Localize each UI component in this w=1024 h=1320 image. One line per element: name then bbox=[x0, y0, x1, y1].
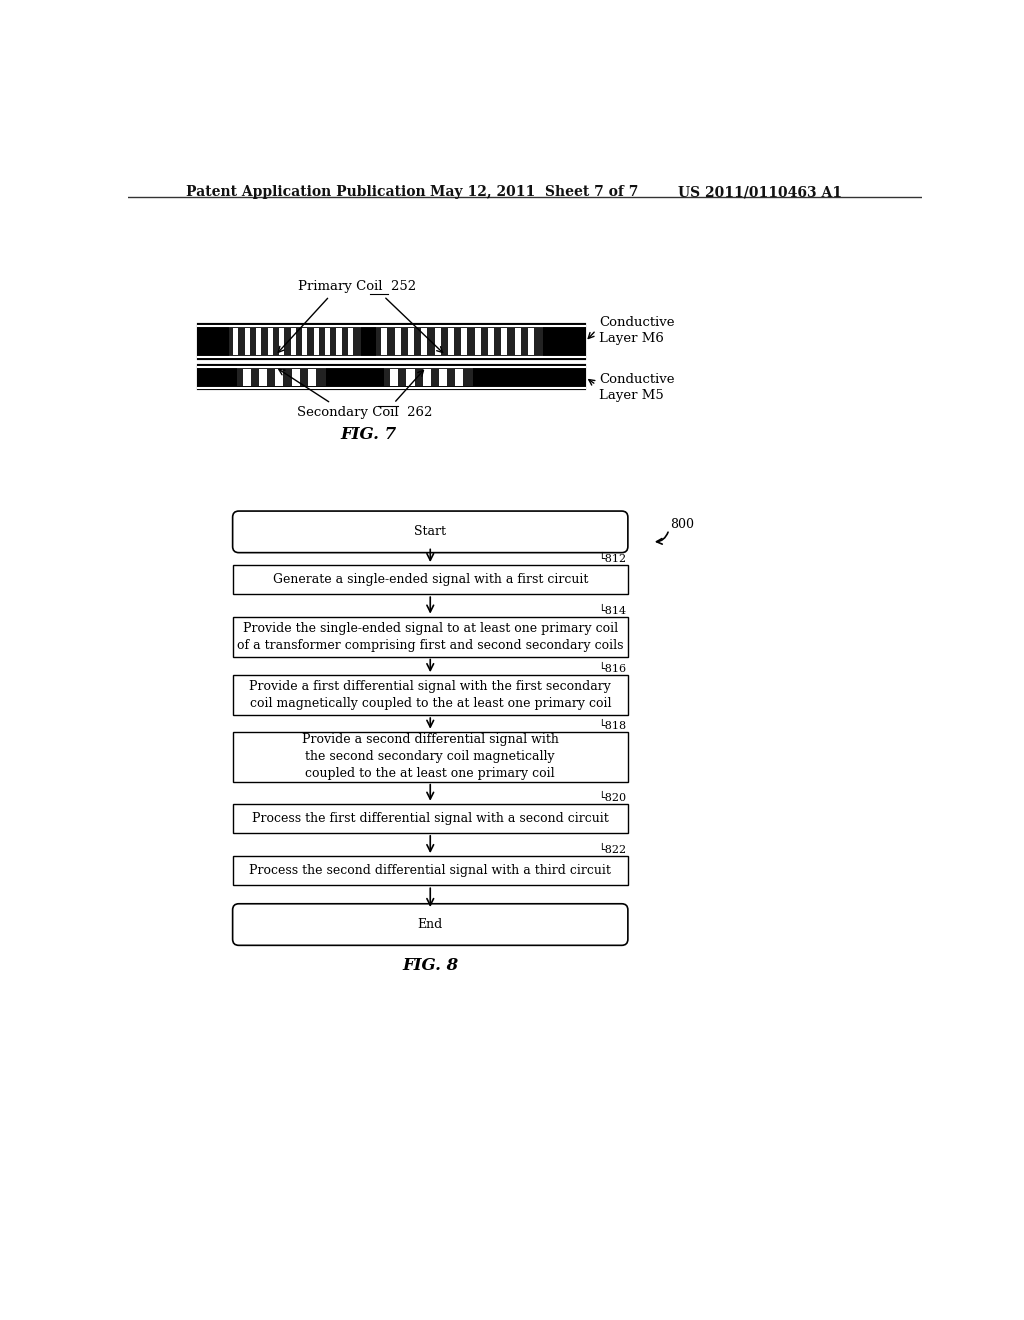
Bar bbox=[275, 368, 284, 385]
Bar bbox=[256, 327, 261, 355]
Text: └820: └820 bbox=[598, 793, 627, 803]
Text: 800: 800 bbox=[671, 517, 694, 531]
Text: US 2011/0110463 A1: US 2011/0110463 A1 bbox=[678, 185, 843, 199]
Text: Patent Application Publication: Patent Application Publication bbox=[186, 185, 426, 199]
Text: Provide the single-ended signal to at least one primary coil
of a transformer co: Provide the single-ended signal to at le… bbox=[237, 622, 624, 652]
Bar bbox=[390, 368, 398, 385]
Bar bbox=[376, 327, 543, 355]
Text: Conductive
Layer M5: Conductive Layer M5 bbox=[599, 374, 675, 403]
Bar bbox=[408, 327, 414, 355]
Text: └814: └814 bbox=[598, 606, 627, 615]
Text: └822: └822 bbox=[598, 845, 627, 855]
Bar bbox=[198, 323, 586, 359]
FancyBboxPatch shape bbox=[232, 904, 628, 945]
Bar bbox=[439, 368, 446, 385]
Text: Primary Coil  252: Primary Coil 252 bbox=[298, 280, 416, 293]
Bar bbox=[237, 368, 326, 387]
Bar bbox=[528, 327, 534, 355]
Bar bbox=[232, 804, 628, 833]
Bar bbox=[394, 327, 400, 355]
Text: Conductive
Layer M6: Conductive Layer M6 bbox=[599, 315, 675, 345]
Text: └818: └818 bbox=[598, 721, 627, 731]
Bar bbox=[434, 327, 440, 355]
Text: Provide a second differential signal with
the second secondary coil magnetically: Provide a second differential signal wit… bbox=[302, 733, 559, 780]
Bar bbox=[384, 368, 473, 387]
Bar bbox=[407, 368, 415, 385]
Text: └816: └816 bbox=[598, 664, 627, 675]
Bar bbox=[313, 327, 318, 355]
Text: Process the second differential signal with a third circuit: Process the second differential signal w… bbox=[249, 865, 611, 878]
Bar bbox=[348, 327, 353, 355]
Bar bbox=[455, 368, 463, 385]
Bar bbox=[198, 323, 586, 359]
Text: Process the first differential signal with a second circuit: Process the first differential signal wi… bbox=[252, 812, 608, 825]
Bar bbox=[502, 327, 507, 355]
Bar bbox=[325, 327, 330, 355]
Bar bbox=[232, 857, 628, 886]
Text: FIG. 8: FIG. 8 bbox=[402, 957, 459, 974]
Bar bbox=[259, 368, 267, 385]
Bar bbox=[232, 675, 628, 715]
Bar bbox=[232, 565, 628, 594]
Text: FIG. 7: FIG. 7 bbox=[340, 426, 396, 444]
Bar bbox=[292, 368, 300, 385]
Text: Provide a first differential signal with the first secondary
coil magnetically c: Provide a first differential signal with… bbox=[249, 680, 611, 710]
Bar bbox=[423, 368, 431, 385]
Text: Secondary Coil  262: Secondary Coil 262 bbox=[297, 407, 432, 420]
Text: Generate a single-ended signal with a first circuit: Generate a single-ended signal with a fi… bbox=[272, 573, 588, 586]
Bar bbox=[228, 327, 360, 355]
Bar bbox=[421, 327, 427, 355]
Text: May 12, 2011  Sheet 7 of 7: May 12, 2011 Sheet 7 of 7 bbox=[430, 185, 639, 199]
Text: End: End bbox=[418, 917, 442, 931]
Bar bbox=[280, 327, 285, 355]
Bar bbox=[233, 327, 239, 355]
Bar bbox=[198, 364, 586, 389]
Text: └812: └812 bbox=[598, 554, 627, 564]
Bar bbox=[232, 731, 628, 781]
Bar bbox=[245, 327, 250, 355]
Bar bbox=[291, 327, 296, 355]
Bar bbox=[243, 368, 251, 385]
Bar bbox=[337, 327, 342, 355]
Bar bbox=[461, 327, 467, 355]
Bar bbox=[308, 368, 315, 385]
Bar bbox=[475, 327, 480, 355]
Bar bbox=[232, 616, 628, 656]
FancyBboxPatch shape bbox=[232, 511, 628, 553]
Bar bbox=[488, 327, 494, 355]
Bar bbox=[267, 327, 272, 355]
Bar bbox=[447, 327, 454, 355]
Bar bbox=[515, 327, 520, 355]
Bar bbox=[198, 364, 586, 389]
Text: Start: Start bbox=[415, 525, 446, 539]
Bar bbox=[302, 327, 307, 355]
Bar bbox=[381, 327, 387, 355]
